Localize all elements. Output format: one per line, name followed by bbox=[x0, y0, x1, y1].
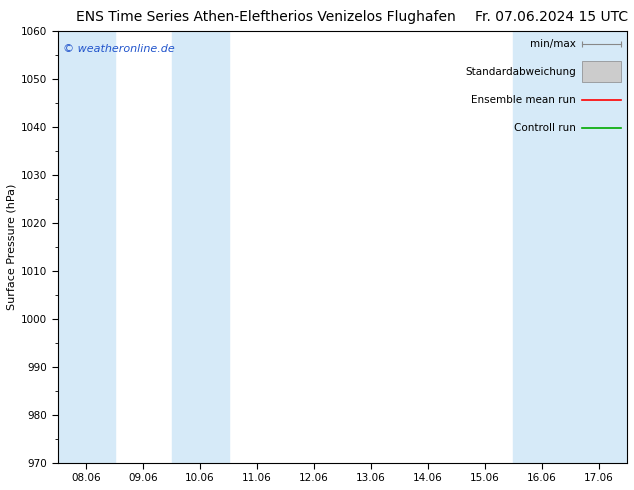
Text: ENS Time Series Athen-Eleftherios Venizelos Flughafen: ENS Time Series Athen-Eleftherios Venize… bbox=[77, 10, 456, 24]
Text: © weatheronline.de: © weatheronline.de bbox=[63, 44, 175, 53]
Text: Standardabweichung: Standardabweichung bbox=[465, 67, 576, 76]
Y-axis label: Surface Pressure (hPa): Surface Pressure (hPa) bbox=[7, 183, 17, 310]
Text: Ensemble mean run: Ensemble mean run bbox=[471, 95, 576, 105]
Bar bbox=[172, 30, 229, 463]
Text: Fr. 07.06.2024 15 UTC: Fr. 07.06.2024 15 UTC bbox=[475, 10, 628, 24]
Text: Controll run: Controll run bbox=[514, 123, 576, 133]
Text: min/max: min/max bbox=[530, 39, 576, 49]
Bar bbox=[513, 30, 570, 463]
FancyBboxPatch shape bbox=[581, 61, 621, 82]
Bar bbox=[570, 30, 627, 463]
Line: 2 pts: 2 pts bbox=[579, 41, 624, 46]
Bar bbox=[58, 30, 115, 463]
